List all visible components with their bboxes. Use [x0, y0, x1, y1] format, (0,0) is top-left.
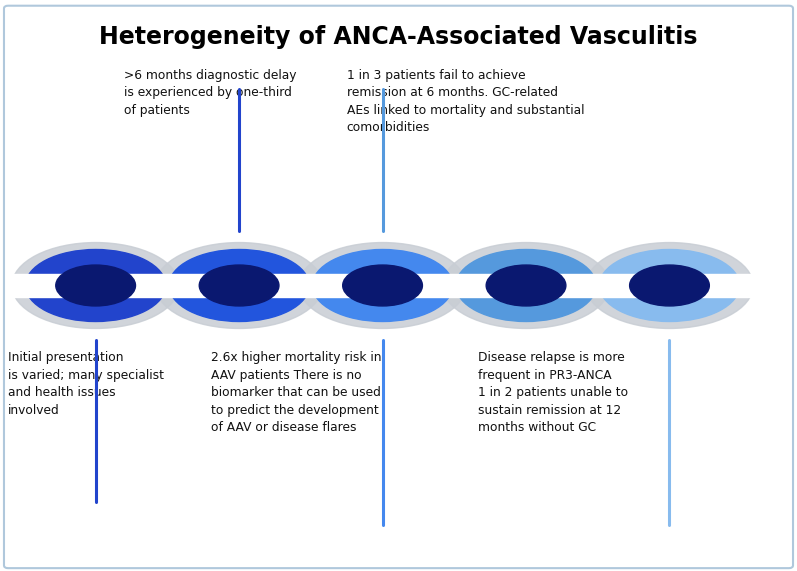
Text: 2.6x higher mortality risk in
AAV patients There is no
biomarker that can be use: 2.6x higher mortality risk in AAV patien… — [211, 351, 382, 434]
Text: ◎: ◎ — [0, 561, 8, 571]
Ellipse shape — [299, 243, 466, 328]
Bar — [0, 274, 797, 297]
Text: 1 in 3 patients fail to achieve
remission at 6 months. GC-related
AEs linked to : 1 in 3 patients fail to achieve remissio… — [347, 69, 584, 134]
Text: Initial presentation
is varied; many specialist
and health issues
involved: Initial presentation is varied; many spe… — [8, 351, 164, 417]
Ellipse shape — [630, 265, 709, 306]
Text: ⧖: ⧖ — [0, 561, 6, 571]
Ellipse shape — [56, 265, 135, 306]
Ellipse shape — [155, 243, 323, 328]
Ellipse shape — [199, 265, 279, 306]
Ellipse shape — [312, 250, 453, 321]
Ellipse shape — [486, 265, 566, 306]
Ellipse shape — [12, 243, 179, 328]
Text: Heterogeneity of ANCA-Associated Vasculitis: Heterogeneity of ANCA-Associated Vasculi… — [100, 25, 697, 49]
Ellipse shape — [442, 243, 610, 328]
Ellipse shape — [26, 250, 166, 321]
Ellipse shape — [169, 250, 309, 321]
Text: >6 months diagnostic delay
is experienced by one-third
of patients: >6 months diagnostic delay is experience… — [124, 69, 296, 116]
Ellipse shape — [456, 250, 596, 321]
Text: Disease relapse is more
frequent in PR3-ANCA
1 in 2 patients unable to
sustain r: Disease relapse is more frequent in PR3-… — [478, 351, 628, 434]
Text: ▦: ▦ — [0, 561, 10, 571]
Text: ⚙️: ⚙️ — [0, 561, 8, 571]
Ellipse shape — [586, 243, 753, 328]
Ellipse shape — [599, 250, 740, 321]
Text: ○: ○ — [0, 561, 9, 571]
Ellipse shape — [343, 265, 422, 306]
